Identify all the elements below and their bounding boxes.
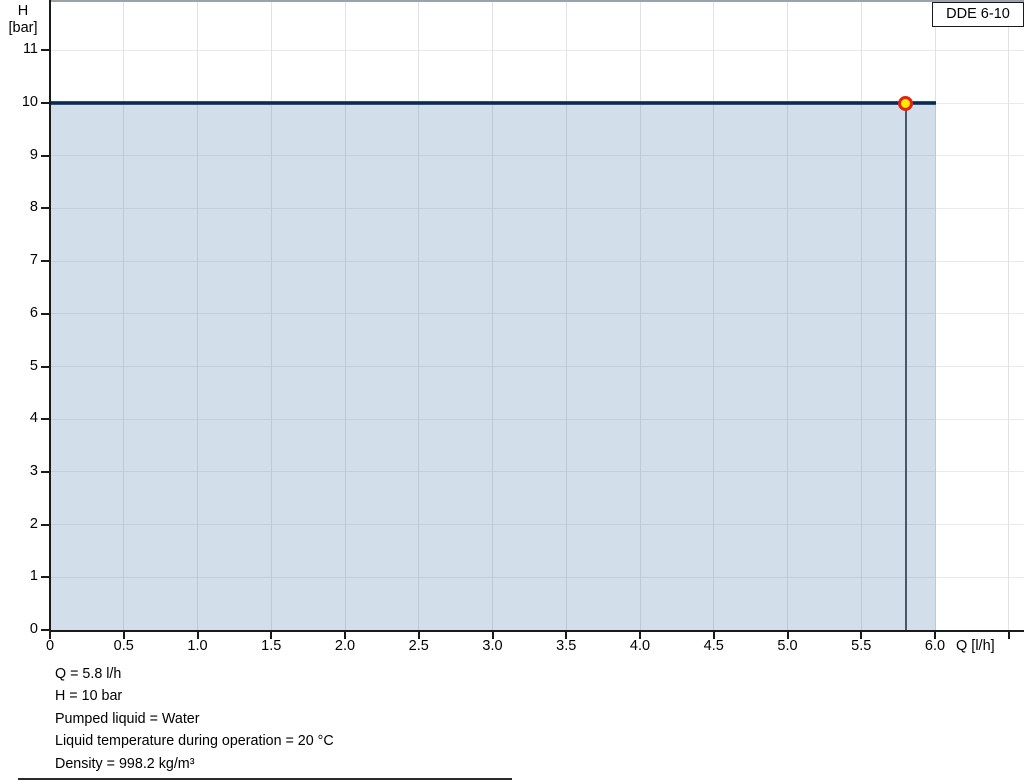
y-tick-label: 9 <box>29 146 38 163</box>
y-tick <box>41 523 50 526</box>
y-tick <box>41 629 50 631</box>
y-tick <box>41 154 50 157</box>
v-gridline <box>860 2 862 631</box>
y-tick-label: 6 <box>29 304 38 321</box>
y-tick-label: 8 <box>29 199 38 216</box>
x-tick-label: 2.5 <box>408 638 429 654</box>
x-tick <box>860 632 863 639</box>
x-tick <box>491 632 494 639</box>
h-gridline <box>51 471 1024 473</box>
h-gridline <box>51 576 1024 578</box>
info-line: Q = 5.8 l/h <box>55 666 122 682</box>
x-tick-label: 1.5 <box>261 638 282 654</box>
v-gridline <box>1008 2 1010 631</box>
x-tick-label: 3.0 <box>482 638 503 654</box>
curve-area-fill <box>50 105 936 630</box>
info-line: Pumped liquid = Water <box>55 710 200 727</box>
x-tick <box>639 632 641 639</box>
y-axis-title: H [bar] <box>2 3 44 37</box>
pump-model-badge: DDE 6-10 <box>932 2 1024 27</box>
y-tick-label: 11 <box>22 41 38 58</box>
x-tick-label: 5.0 <box>777 638 798 654</box>
v-gridline <box>713 2 715 631</box>
y-tick <box>41 49 50 52</box>
x-tick <box>122 632 125 639</box>
y-tick <box>41 365 50 368</box>
info-line: Liquid temperature during operation = 20… <box>55 733 334 750</box>
y-tick <box>41 576 50 579</box>
h-gridline <box>51 418 1024 420</box>
max-pressure-curve <box>50 101 936 105</box>
x-tick-label: 3.5 <box>556 638 577 654</box>
x-tick-label: 0.5 <box>113 638 134 654</box>
plot-top-border <box>49 0 1024 2</box>
x-axis-line <box>48 630 1024 632</box>
info-line: H = 10 bar <box>55 688 123 705</box>
y-tick-label: 1 <box>29 568 38 585</box>
x-tick-label: 1.0 <box>187 638 208 654</box>
x-tick <box>270 632 273 639</box>
y-tick-label: 0 <box>29 621 38 637</box>
y-tick <box>41 470 50 473</box>
x-tick-label: 4.0 <box>629 638 651 654</box>
v-gridline <box>197 2 198 631</box>
y-tick-label: 7 <box>29 252 38 269</box>
info-line: Density = 998.2 kg/m³ <box>55 755 195 772</box>
y-tick <box>41 312 50 315</box>
y-tick-label: 4 <box>29 410 38 427</box>
x-tick-label: 4.5 <box>703 638 724 654</box>
y-tick <box>41 260 50 263</box>
x-tick <box>49 632 51 639</box>
h-gridline <box>51 313 1024 315</box>
x-tick <box>786 632 789 639</box>
x-tick <box>196 632 199 639</box>
duty-point-info: Q = 5.8 l/h H = 10 bar Pumped liquid = Wat… <box>55 663 334 775</box>
y-axis-title-quantity: H <box>17 3 29 19</box>
v-gridline <box>565 2 567 631</box>
v-gridline <box>639 2 641 631</box>
plot-area: 0 1 2 3 4 5 6 7 8 9 10 11 0 0.5 1.0 1.5 2.0 2.5 3.0 3.5 4.0 4… <box>21 0 1024 654</box>
y-tick <box>41 418 50 421</box>
duty-point-marker[interactable] <box>898 95 913 111</box>
duty-point-q-line <box>904 110 907 630</box>
y-tick-label: 3 <box>29 462 38 479</box>
h-gridline <box>51 49 1024 51</box>
v-gridline <box>123 2 125 631</box>
y-axis-line <box>48 0 51 632</box>
v-gridline <box>270 2 272 631</box>
h-gridline <box>51 207 1024 209</box>
x-tick <box>1007 632 1010 639</box>
pump-curve-chart: 0 1 2 3 4 5 6 7 8 9 10 11 0 0.5 1.0 1.5 2.0 2.5 3.0 3.5 4.0 4… <box>2 0 1024 654</box>
x-tick-label: 2.0 <box>334 638 356 654</box>
v-gridline <box>934 2 936 631</box>
bottom-divider <box>18 778 512 780</box>
y-tick-label: 2 <box>29 515 38 532</box>
v-gridline <box>787 2 788 631</box>
y-tick <box>41 207 50 210</box>
y-tick <box>41 102 50 104</box>
x-axis-title: Q [l/h] <box>956 638 995 654</box>
h-gridline <box>51 366 1024 367</box>
v-gridline <box>344 2 346 631</box>
h-gridline <box>51 155 1024 157</box>
y-tick-label: 5 <box>29 357 38 374</box>
x-tick <box>565 632 568 639</box>
y-tick-label: 10 <box>21 94 38 110</box>
x-tick-label: 6.0 <box>924 638 946 654</box>
x-tick <box>712 632 715 639</box>
y-axis-title-unit: [bar] <box>8 20 38 36</box>
x-tick-label: 5.5 <box>851 638 872 654</box>
v-gridline <box>418 2 420 631</box>
x-tick <box>417 632 420 639</box>
v-gridline <box>492 2 493 631</box>
x-tick-label: 0 <box>45 638 55 654</box>
x-tick <box>344 632 346 639</box>
x-tick <box>934 632 936 639</box>
h-gridline <box>51 260 1024 262</box>
h-gridline <box>51 524 1024 526</box>
